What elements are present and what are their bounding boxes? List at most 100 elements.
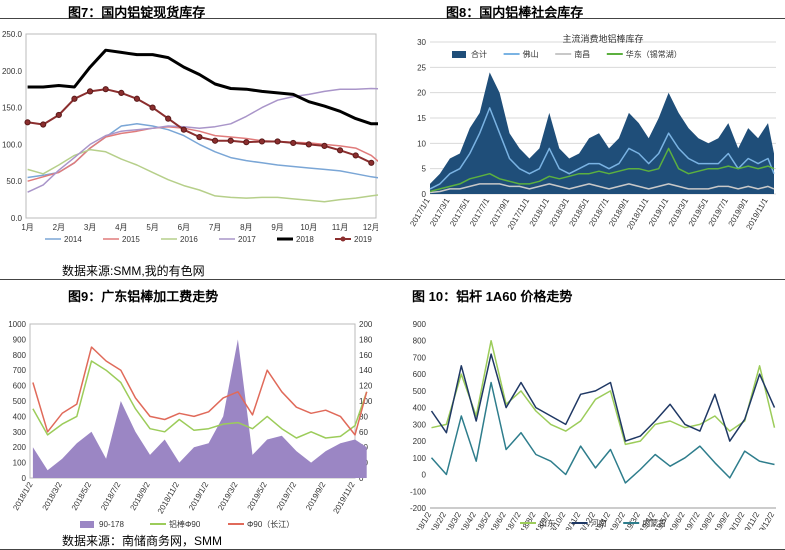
- x-tick-label: 8月: [240, 223, 252, 232]
- x-tick-label: 2019/9/2: [304, 480, 328, 512]
- series-2019-point: [196, 133, 203, 141]
- series-2019-point: [40, 121, 47, 128]
- chart-fig8: 0510152025302017/1/12017/3/12017/5/12017…: [408, 33, 776, 231]
- y-tick-label: 300: [13, 428, 27, 437]
- x-tick-label: 2019/1/2: [187, 480, 211, 512]
- y-tick-label: 300: [413, 420, 427, 429]
- y-tick-label: 200: [413, 437, 427, 446]
- series-2019-point: [118, 89, 125, 96]
- y-tick-label: 200: [13, 443, 27, 452]
- x-tick-label: 9月: [271, 223, 283, 232]
- y-tick-label: 500: [413, 387, 427, 396]
- series-90-178-area: [32, 339, 367, 478]
- chart-title: 主流消费地铝棒库存: [562, 33, 643, 44]
- series-2019-point: [243, 139, 250, 146]
- y2-tick-label: 160: [359, 351, 373, 360]
- legend-marker-2019: [340, 236, 346, 242]
- legend-label-2018: 2018: [296, 235, 314, 244]
- y-tick-label: 150.0: [2, 104, 23, 113]
- middle-rule: [0, 279, 785, 280]
- y-tick-label: 0: [22, 474, 27, 483]
- y-tick-label: 600: [413, 370, 427, 379]
- y-tick-label: 15: [417, 114, 426, 123]
- series-Φ90（长江）-line: [32, 346, 368, 436]
- series-2019-point: [102, 86, 109, 93]
- y2-tick-label: 180: [359, 335, 373, 344]
- y-tick-label: 800: [413, 337, 427, 346]
- top-rule: [0, 18, 785, 19]
- chart-fig10: -200-10001002003004005006007008009002018…: [410, 320, 777, 530]
- series-合计-area: [430, 72, 774, 194]
- legend-label-90-178: 90-178: [99, 520, 124, 529]
- x-tick-label: 2月: [53, 223, 65, 232]
- x-tick-label: 3月: [84, 223, 96, 232]
- legend-label-2014: 2014: [64, 235, 82, 244]
- series-2019-point: [165, 115, 172, 122]
- series-2019-point: [321, 142, 328, 149]
- series-2019-point: [24, 119, 31, 126]
- y-tick-label: 400: [13, 412, 27, 421]
- x-tick-label: 2019/5/2: [246, 480, 270, 512]
- y-tick-label: 10: [417, 139, 426, 148]
- source-note-bottom: 数据来源：南储商务网，SMM: [62, 534, 222, 548]
- series-2019-line: [27, 88, 372, 164]
- y-tick-label: 0.0: [11, 214, 23, 223]
- series-2019-point: [227, 137, 234, 144]
- y2-tick-label: 200: [359, 320, 373, 329]
- y-tick-label: 1000: [8, 320, 26, 329]
- legend-label-山东: 山东: [539, 518, 555, 528]
- series-2017-line: [27, 87, 378, 193]
- series-华东（锡常湖）-line: [429, 147, 775, 193]
- y-tick-label: 200.0: [2, 67, 23, 76]
- x-tick-label: 2018/11/2: [156, 480, 182, 515]
- series-2016-line: [27, 148, 378, 203]
- series-2019-point: [211, 137, 219, 144]
- legend-label-内蒙古: 内蒙古: [642, 518, 666, 528]
- series-2019-point: [368, 159, 375, 166]
- source-note-top: 数据来源:SMM,我的有色网: [62, 264, 205, 278]
- y-tick-label: 250.0: [2, 30, 23, 39]
- series-2019-point: [290, 139, 297, 147]
- y-tick-label: -100: [410, 487, 427, 496]
- y-tick-label: 5: [422, 165, 427, 174]
- y-tick-label: 800: [13, 351, 27, 360]
- y2-tick-label: 100: [359, 397, 373, 406]
- legend-label-2016: 2016: [180, 235, 198, 244]
- series-佛山-line: [429, 107, 775, 190]
- legend-label-Φ90（长江）: Φ90（长江）: [247, 519, 294, 529]
- legend-label-2019: 2019: [354, 235, 372, 244]
- legend-label-佛山: 佛山: [523, 49, 539, 59]
- y-tick-label: 900: [413, 320, 427, 329]
- series-2019-point: [86, 88, 94, 95]
- series-2019-point: [133, 95, 141, 102]
- series-河南-line: [430, 353, 776, 442]
- series-2019-point: [305, 141, 312, 148]
- chart-fig9: 0100200300400500600700800900100002040608…: [8, 320, 373, 529]
- y-tick-label: 30: [417, 38, 426, 47]
- y2-tick-label: 0: [359, 474, 364, 483]
- series-2019-point: [55, 111, 62, 119]
- y-tick-label: 700: [413, 353, 427, 362]
- series-山东-line: [431, 339, 776, 446]
- y-tick-label: 900: [13, 335, 27, 344]
- y-tick-label: 50.0: [6, 177, 22, 186]
- y-tick-label: -200: [410, 504, 427, 513]
- series-2019-point: [352, 152, 359, 159]
- legend-swatch-90-178: [80, 521, 94, 528]
- series-2018-line: [27, 48, 378, 126]
- legend-swatch-合计: [452, 51, 466, 58]
- y2-tick-label: 140: [359, 366, 373, 375]
- y-tick-label: 600: [13, 382, 27, 391]
- x-tick-label: 2019/7/2: [275, 480, 299, 512]
- series-南昌-line: [429, 183, 775, 194]
- y-tick-label: 20: [417, 89, 426, 98]
- legend-label-2015: 2015: [122, 235, 140, 244]
- y-tick-label: 100: [13, 459, 27, 468]
- series-内蒙古-line: [430, 381, 775, 484]
- legend-label-南昌: 南昌: [574, 49, 590, 59]
- series-2019-point: [149, 104, 156, 111]
- x-tick-label: 2019/11/2: [331, 480, 357, 515]
- chart-fig7: 0.0 50.0 100.0 150.0 200.0 250.0 1月 2月 3月 4月 5月 6月 7…: [2, 30, 378, 244]
- y-tick-label: 25: [417, 63, 426, 72]
- x-tick-label: 12月: [363, 223, 378, 232]
